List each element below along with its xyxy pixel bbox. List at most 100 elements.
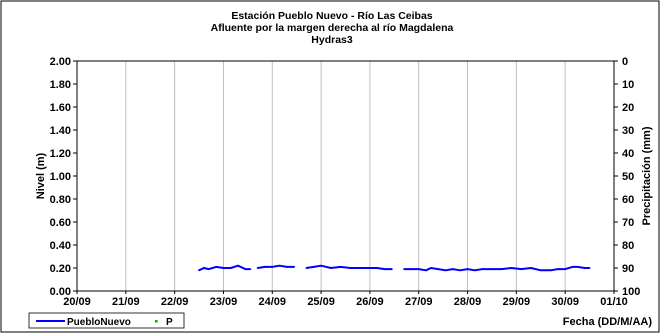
y-right-tick-label: 20 [622, 102, 634, 114]
y-left-tick-label: 0.80 [50, 194, 71, 206]
data-point [444, 269, 447, 272]
data-point [330, 267, 332, 269]
legend-box [28, 312, 185, 329]
y-right-tick-label: 0 [622, 56, 628, 68]
data-point [391, 268, 393, 270]
y-left-tick-label: 1.40 [50, 125, 71, 137]
data-point [293, 266, 296, 268]
data-point [500, 268, 503, 270]
data-point [481, 268, 484, 270]
data-point [278, 264, 281, 267]
data-point [510, 267, 513, 269]
chart-title-line-3: Hydras3 [311, 34, 353, 46]
legend-marker-p [155, 320, 158, 323]
y-right-tick-label: 60 [622, 194, 634, 206]
x-tick-label: 20/09 [63, 296, 91, 308]
data-point [312, 266, 315, 268]
y-right-tick-label: 40 [622, 148, 634, 160]
data-point [530, 267, 532, 269]
data-point [244, 268, 247, 270]
y-left-tick-label: 1.20 [50, 148, 71, 160]
x-tick-label: 22/09 [161, 296, 189, 308]
data-point [539, 269, 542, 272]
y-right-tick-label: 90 [622, 263, 634, 275]
data-point [320, 264, 322, 267]
data-point [452, 268, 454, 270]
y-right-tick-label: 80 [622, 240, 634, 252]
data-point [349, 267, 352, 269]
data-point [583, 267, 586, 269]
data-point [588, 267, 591, 269]
data-point [249, 268, 252, 270]
data-point [222, 267, 225, 269]
x-tick-label: 01/10 [600, 296, 628, 308]
x-tick-label: 27/09 [405, 296, 433, 308]
data-point [403, 268, 405, 270]
tick-labels: 20/09 21/09 22/09 23/09 24/09 25/09 26/09 27/09… [50, 56, 641, 308]
y-left-tick-label: 1.00 [50, 171, 71, 183]
data-point [459, 269, 462, 272]
y-right-tick-label: 100 [622, 286, 640, 298]
y-left-tick-label: 0.20 [50, 263, 71, 275]
y-right-tick-label: 30 [622, 125, 634, 137]
y-right-tick-label: 70 [622, 217, 634, 229]
data-point [383, 268, 386, 270]
data-point [207, 268, 210, 270]
x-tick-label: 26/09 [356, 296, 384, 308]
data-point [430, 267, 432, 269]
y-left-tick-label: 2.00 [50, 56, 71, 68]
data-point [369, 267, 371, 269]
data-point [339, 266, 342, 268]
data-point [271, 266, 274, 268]
y-left-tick-label: 0.60 [50, 217, 71, 229]
data-point [474, 269, 476, 272]
legend-label-pueblonuevo: PuebloNuevo [67, 317, 131, 328]
data-point [286, 266, 288, 268]
y-right-tick-label: 50 [622, 171, 634, 183]
y-right-tick-label: 10 [622, 79, 634, 91]
data-point [410, 268, 413, 270]
data-point [571, 266, 574, 268]
data-point [425, 269, 427, 272]
x-tick-label: 28/09 [454, 296, 482, 308]
x-tick-label: 23/09 [210, 296, 238, 308]
y-axis-left-label: Nivel (m) [35, 152, 47, 199]
x-tick-label: 24/09 [259, 296, 287, 308]
chart-title-line-1: Estación Pueblo Nuevo - Río Las Ceibas [231, 10, 432, 22]
data-point [229, 267, 232, 269]
y-left-tick-label: 0.40 [50, 240, 71, 252]
chart-title-line-2: Afluente por la margen derecha al río Ma… [211, 22, 454, 34]
series-layer [198, 264, 591, 272]
data-point [376, 267, 379, 269]
x-tick-label: 21/09 [112, 296, 140, 308]
data-point [466, 268, 469, 270]
data-point [359, 267, 361, 269]
legend: PuebloNuevo P [28, 312, 185, 329]
x-axis-label: Fecha (DD/M/AA) [563, 316, 653, 328]
x-tick-label: 29/09 [503, 296, 531, 308]
data-point [198, 269, 200, 272]
data-point [491, 268, 493, 270]
y-left-tick-label: 1.60 [50, 102, 71, 114]
data-point [256, 267, 259, 269]
gridlines [125, 61, 566, 291]
data-point [203, 267, 205, 269]
data-point [237, 264, 240, 267]
data-point [549, 269, 552, 272]
legend-label-p: P [166, 317, 173, 328]
data-point [564, 268, 567, 270]
y-axis-right-label: Precipitación (mm) [641, 126, 653, 225]
x-tick-label: 25/09 [307, 296, 335, 308]
data-point [437, 268, 440, 270]
data-point [264, 266, 266, 268]
y-left-tick-label: 1.80 [50, 79, 71, 91]
data-point [576, 266, 579, 268]
data-point [520, 268, 523, 270]
data-point [305, 267, 308, 269]
x-tick-label: 30/09 [551, 296, 579, 308]
data-point [215, 266, 218, 268]
y-left-tick-label: 0.00 [50, 286, 71, 298]
